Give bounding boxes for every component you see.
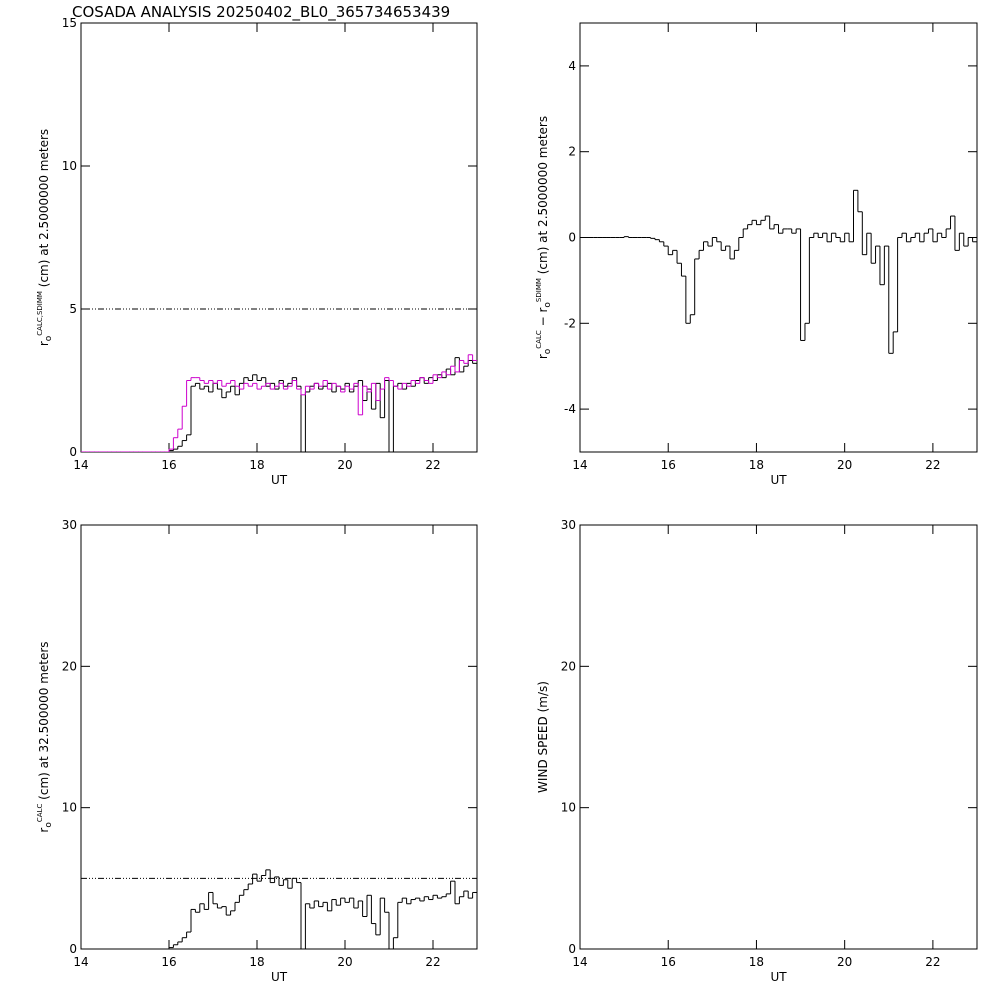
y-axis-label-part: (cm) at 2.5000000 meters <box>37 129 51 291</box>
y-tick-label: -4 <box>564 402 576 416</box>
y-axis-label-part: o <box>543 302 553 308</box>
x-tick-label: 18 <box>249 458 264 472</box>
x-tick-label: 22 <box>925 955 940 969</box>
x-tick-label: 14 <box>572 458 587 472</box>
y-axis-label: roCALC − roSDIMM (cm) at 2.5000000 meter… <box>535 116 553 359</box>
plot-area <box>81 869 477 949</box>
x-tick-label: 16 <box>161 458 176 472</box>
y-tick-label: 10 <box>62 159 77 173</box>
x-tick-label: 18 <box>749 955 764 969</box>
plot-frame <box>80 524 478 950</box>
y-axis-label-part: (cm) at 2.5000000 meters <box>536 116 550 278</box>
y-tick-label: 0 <box>568 942 576 956</box>
x-axis-label: UT <box>770 473 787 487</box>
y-axis-label-part: WIND SPEED (m/s) <box>536 681 550 793</box>
y-tick-label: 30 <box>62 518 77 532</box>
plot-frame <box>80 22 478 453</box>
y-tick-label: 10 <box>561 801 576 815</box>
y-tick-label: 2 <box>568 145 576 159</box>
y-axis-label: roCALC (cm) at 32.500000 meters <box>36 641 54 832</box>
plot-frame <box>579 524 978 950</box>
y-tick-label: 15 <box>62 16 77 30</box>
y-axis-label-part: o <box>44 335 54 341</box>
x-tick-label: 18 <box>749 458 764 472</box>
x-tick-label: 16 <box>661 458 676 472</box>
y-tick-label: 20 <box>561 659 576 673</box>
x-tick-label: 20 <box>337 458 352 472</box>
x-tick-label: 14 <box>572 955 587 969</box>
x-tick-label: 18 <box>249 955 264 969</box>
y-axis-label-part: (cm) at 32.500000 meters <box>37 641 51 803</box>
x-tick-label: 14 <box>73 458 88 472</box>
plot-area <box>580 189 977 354</box>
panel: 14 16 18 20 22 0 10 20 30 UT roCALC (cm) at 32.500… <box>36 518 478 984</box>
y-axis-label: WIND SPEED (m/s) <box>536 681 550 793</box>
x-tick-label: 22 <box>925 458 940 472</box>
x-tick-label: 16 <box>161 955 176 969</box>
panel: 14 16 18 20 22 0 5 10 15 UT roCALC,SDIMM (cm) at 2… <box>36 16 478 487</box>
y-axis-label-part: o <box>543 348 553 354</box>
y-tick-label: 10 <box>62 801 77 815</box>
x-tick-label: 20 <box>837 458 852 472</box>
plot-area <box>81 308 477 452</box>
y-tick-label: 0 <box>69 445 77 459</box>
y-tick-label: 20 <box>62 659 77 673</box>
y-tick-label: -2 <box>564 316 576 330</box>
x-tick-label: 20 <box>837 955 852 969</box>
x-axis-label: UT <box>271 970 288 984</box>
y-axis-label-part: − r <box>536 308 550 331</box>
y-axis-label-part: CALC,SDIMM <box>36 291 44 336</box>
x-tick-label: 14 <box>73 955 88 969</box>
y-tick-label: 0 <box>69 942 77 956</box>
x-tick-label: 16 <box>661 955 676 969</box>
y-tick-label: 0 <box>568 231 576 245</box>
y-tick-label: 5 <box>69 302 77 316</box>
panel: 14 16 18 20 22 0 10 20 30 UT WIND SPEED (m/s) <box>536 518 978 984</box>
x-tick-label: 22 <box>425 955 440 969</box>
y-axis-label-part: SDIMM <box>535 278 543 302</box>
x-tick-label: 20 <box>337 955 352 969</box>
chart-title: COSADA ANALYSIS 20250402_BL0_36573465343… <box>72 3 450 22</box>
y-axis-label-part: CALC <box>36 804 44 823</box>
y-axis-label: roCALC,SDIMM (cm) at 2.5000000 meters <box>36 129 54 346</box>
y-tick-label: 30 <box>561 518 576 532</box>
y-axis-label-part: r <box>37 828 51 833</box>
y-axis-label-part: r <box>536 354 550 359</box>
x-tick-label: 22 <box>425 458 440 472</box>
x-axis-label: UT <box>271 473 288 487</box>
y-axis-label-part: CALC <box>535 330 543 349</box>
y-axis-label-part: r <box>37 341 51 346</box>
y-axis-label-part: o <box>44 822 54 828</box>
x-axis-label: UT <box>770 970 787 984</box>
y-tick-label: 4 <box>568 59 576 73</box>
